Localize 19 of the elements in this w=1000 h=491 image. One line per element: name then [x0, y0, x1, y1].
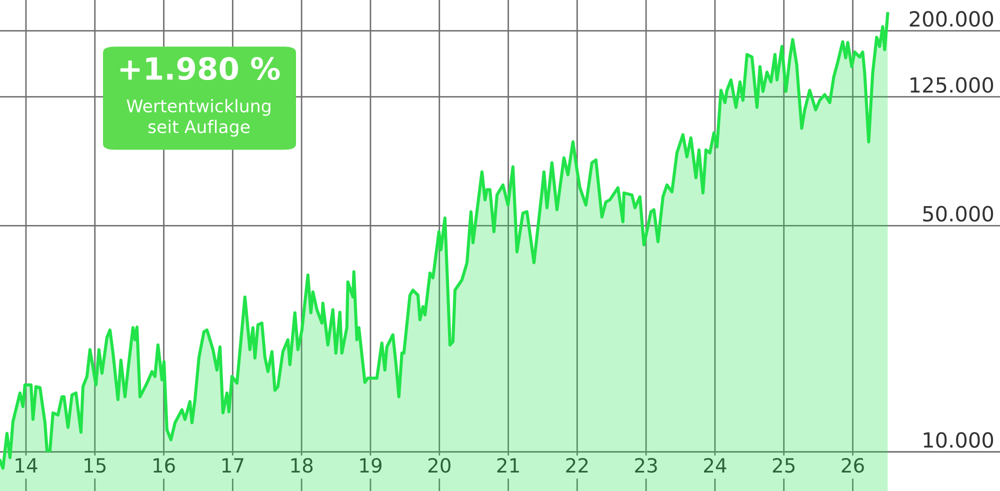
- x-tick-label: 14: [16, 458, 38, 472]
- annotation: Wertentwicklung seit Auflage: [126, 99, 270, 137]
- x-tick-label: 17: [222, 458, 244, 472]
- x-tick-label: 25: [772, 458, 795, 473]
- x-tick-label: 18: [291, 458, 313, 473]
- x-tick-label: 19: [360, 458, 382, 473]
- y-tick-label: 200.000: [910, 11, 994, 27]
- x-tick-label: 24: [704, 458, 726, 472]
- x-tick-label: 21: [497, 458, 519, 472]
- x-tick-label: 22: [566, 458, 588, 472]
- x-tick-label: 20: [428, 458, 450, 473]
- y-tick-label: 50.000: [923, 206, 994, 222]
- x-tick-label: 26: [842, 458, 864, 473]
- x-tick-label: 16: [154, 458, 175, 473]
- annotation: +1.980 %: [120, 56, 280, 80]
- x-tick-label: 23: [635, 458, 657, 473]
- y-tick-label: 10.000: [924, 432, 994, 448]
- y-tick-label: 125.000: [910, 77, 994, 93]
- x-tick-label: 15: [84, 458, 106, 473]
